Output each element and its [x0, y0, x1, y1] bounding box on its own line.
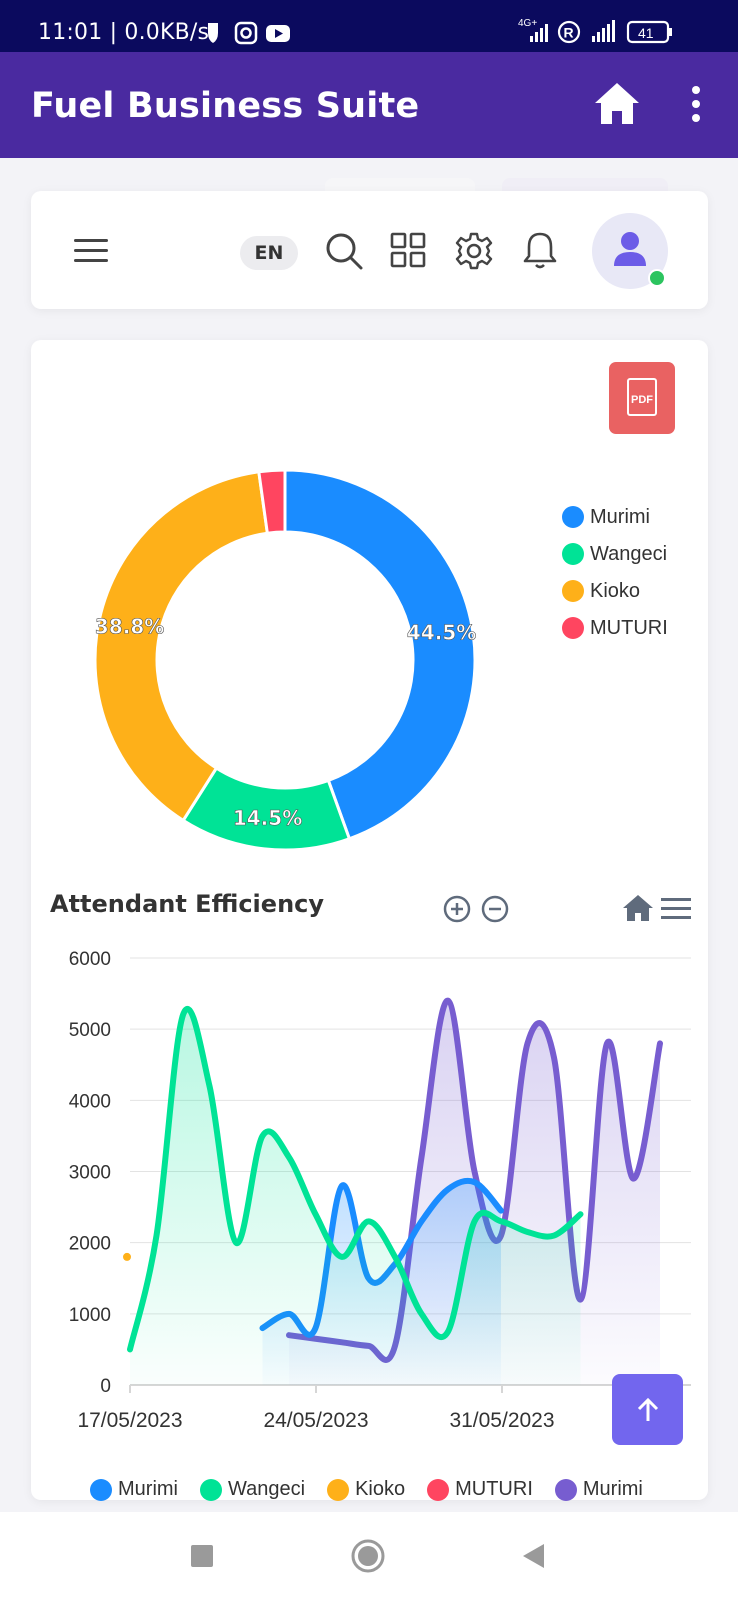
status-notification-icons	[208, 21, 290, 45]
area-fill-wangeci	[130, 1008, 581, 1385]
legend-label: Murimi	[582, 1478, 643, 1500]
legend-marker	[554, 1479, 577, 1501]
x-tick-label: 17/05/2023	[77, 1409, 182, 1432]
y-tick-label: 2000	[69, 1234, 111, 1255]
legend-marker	[90, 1479, 112, 1501]
legend-marker	[562, 617, 584, 639]
y-tick-label: 4000	[69, 1091, 111, 1112]
y-tick-label: 3000	[69, 1163, 111, 1184]
attendant-share-donut-chart: 44.5% 14.5% 38.8%	[93, 468, 477, 852]
menu-icon[interactable]	[72, 236, 110, 266]
signal-icon	[530, 24, 548, 42]
home-circle-icon[interactable]	[350, 1538, 386, 1574]
hamburger-menu-icon[interactable]	[660, 896, 692, 922]
donut-data-label: 14.5%	[233, 806, 302, 830]
legend-item-murimi[interactable]: Murimi	[90, 1478, 178, 1504]
legend-marker	[562, 580, 584, 602]
pdf-file-icon	[627, 378, 657, 416]
apps-grid-icon[interactable]	[390, 232, 426, 268]
legend-item-muturi[interactable]: MUTURI	[427, 1478, 533, 1504]
bell-icon[interactable]	[522, 230, 558, 270]
status-system-icons: 4G+ R 41	[518, 18, 672, 44]
legend-item-kioko[interactable]: Kioko	[327, 1478, 405, 1504]
legend-label: Wangeci	[228, 1478, 306, 1500]
gear-icon[interactable]	[454, 231, 494, 271]
zoom-out-icon[interactable]	[480, 894, 510, 924]
export-pdf-button[interactable]: PDF	[609, 362, 675, 434]
svg-text:R: R	[564, 25, 574, 41]
line-chart-legend: Murimi Wangeci Kioko MUTURI Murimi	[90, 1478, 665, 1508]
legend-marker	[427, 1479, 450, 1501]
y-tick-label: 5000	[69, 1020, 111, 1041]
legend-label: MUTURI	[455, 1478, 533, 1500]
donut-data-label: 38.8%	[95, 614, 164, 638]
system-navigation-bar	[0, 1512, 738, 1600]
network-type-label: 4G+	[518, 18, 537, 29]
legend-label: Kioko	[590, 580, 641, 602]
y-tick-label: 0	[100, 1376, 111, 1397]
status-bar: 11:01 | 0.0KB/s 4G+ R 41	[0, 0, 738, 52]
scroll-to-top-button[interactable]	[612, 1374, 683, 1445]
donut-slice-muturi[interactable]	[257, 468, 287, 535]
donut-slice-kioko[interactable]	[93, 470, 270, 823]
signal-icon-2	[592, 20, 615, 42]
chart-title: Attendant Efficiency	[50, 890, 325, 918]
status-time-speed: 11:01 | 0.0KB/s	[38, 20, 210, 45]
user-icon	[614, 232, 646, 266]
zoom-in-icon[interactable]	[442, 894, 472, 924]
legend-marker	[562, 506, 584, 528]
donut-slice-murimi[interactable]	[283, 468, 477, 841]
instagram-icon	[234, 21, 258, 45]
search-icon[interactable]	[324, 231, 364, 271]
donut-data-label: 44.5%	[407, 621, 476, 645]
battery-icon	[626, 20, 670, 44]
roaming-icon	[557, 20, 581, 44]
app-bar: Fuel Business Suite	[0, 52, 738, 158]
language-selector[interactable]: EN	[240, 236, 298, 270]
legend-marker	[327, 1479, 350, 1501]
app-title: Fuel Business Suite	[31, 86, 420, 126]
battery-level: 41	[638, 25, 654, 41]
shield-icon	[208, 23, 218, 43]
x-tick-label: 31/05/2023	[449, 1409, 554, 1432]
data-point-kioko[interactable]	[123, 1252, 131, 1261]
legend-label: Murimi	[118, 1478, 178, 1500]
pdf-label: PDF	[631, 394, 653, 406]
legend-item-wangeci[interactable]: Wangeci	[200, 1478, 305, 1504]
reset-home-icon[interactable]	[622, 893, 654, 923]
online-status-dot	[648, 269, 666, 287]
legend-marker	[200, 1479, 222, 1501]
arrow-up-icon	[637, 1397, 659, 1421]
legend-item-murimi[interactable]: Murimi	[554, 1478, 643, 1504]
legend-label: Murimi	[590, 506, 650, 528]
more-vert-icon[interactable]	[684, 84, 708, 124]
legend-label: Wangeci	[590, 543, 668, 565]
legend-marker	[562, 543, 584, 565]
home-icon[interactable]	[592, 80, 642, 128]
attendant-efficiency-chart: 6000 5000 4000 3000 2000 1000 0 17/05/2023 24/05…	[69, 950, 691, 1432]
x-tick-label: 24/05/2023	[263, 1409, 368, 1432]
recents-square-icon[interactable]	[190, 1544, 214, 1568]
y-tick-label: 6000	[69, 950, 111, 970]
legend-label: Kioko	[355, 1478, 406, 1500]
y-tick-label: 1000	[69, 1305, 111, 1326]
back-triangle-icon[interactable]	[520, 1542, 548, 1570]
legend-label: MUTURI	[590, 617, 668, 639]
series-line-wangeci[interactable]	[127, 1005, 584, 1353]
